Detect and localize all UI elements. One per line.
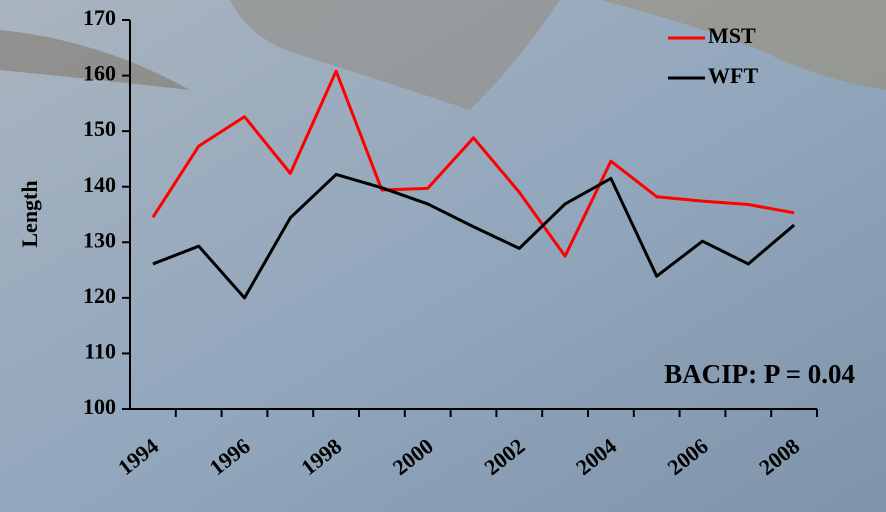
y-axis-label: Length (17, 180, 42, 247)
y-tick-label: 140 (83, 172, 116, 197)
y-tick-label: 170 (83, 5, 116, 30)
annotation: BACIP: P = 0.04 (664, 359, 855, 389)
y-tick-label: 120 (83, 283, 116, 308)
background-fish (600, 0, 886, 90)
y-tick-label: 100 (83, 394, 116, 419)
y-tick-label: 130 (83, 227, 116, 252)
legend-label: WFT (708, 63, 758, 88)
background-fish-fin (230, 0, 560, 110)
series-line (152, 172, 796, 300)
y-tick-label: 110 (84, 338, 116, 363)
y-tick-label: 160 (83, 61, 116, 86)
legend-label: MST (708, 23, 756, 48)
series-line (151, 69, 795, 258)
y-tick-label: 150 (83, 116, 116, 141)
background-fish-tail (0, 30, 190, 90)
